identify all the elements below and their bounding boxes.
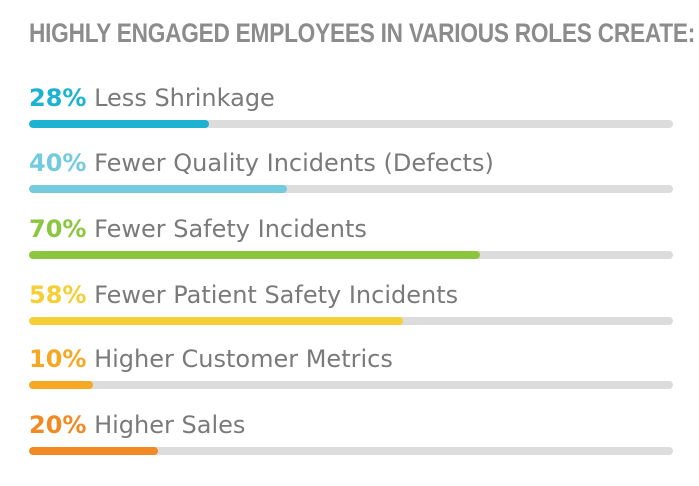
value-label-less-shrinkage: 28% xyxy=(29,84,87,112)
category-label-less-shrinkage: Less Shrinkage xyxy=(94,84,275,112)
bar-fill-higher-sales xyxy=(29,447,158,455)
bar-fill-less-shrinkage xyxy=(29,120,210,128)
chart-title: HIGHLY ENGAGED EMPLOYEES IN VARIOUS ROLE… xyxy=(29,18,696,48)
bar-label-fewer-quality-incidents: 40% Fewer Quality Incidents (Defects) xyxy=(29,149,494,177)
category-label-fewer-quality-incidents: Fewer Quality Incidents (Defects) xyxy=(94,149,494,177)
category-label-higher-sales: Higher Sales xyxy=(94,411,246,439)
bar-fill-fewer-quality-incidents xyxy=(29,185,287,193)
value-label-fewer-safety-incidents: 70% xyxy=(29,215,87,243)
value-label-higher-customer-metrics: 10% xyxy=(29,345,87,373)
bar-row-fewer-safety-incidents: 70% Fewer Safety Incidents xyxy=(29,215,674,263)
bar-fill-fewer-safety-incidents xyxy=(29,251,480,259)
bar-track-less-shrinkage xyxy=(29,120,673,128)
bar-track-higher-customer-metrics xyxy=(29,381,673,389)
bar-row-less-shrinkage: 28% Less Shrinkage xyxy=(29,84,674,132)
category-label-fewer-safety-incidents: Fewer Safety Incidents xyxy=(94,215,367,243)
bar-label-higher-sales: 20% Higher Sales xyxy=(29,411,245,439)
bar-row-fewer-patient-safety-incidents: 58% Fewer Patient Safety Incidents xyxy=(29,281,674,329)
bar-label-fewer-patient-safety-incidents: 58% Fewer Patient Safety Incidents xyxy=(29,281,458,309)
bar-track-fewer-safety-incidents xyxy=(29,251,673,259)
bar-track-higher-sales xyxy=(29,447,673,455)
value-label-higher-sales: 20% xyxy=(29,411,87,439)
value-label-fewer-quality-incidents: 40% xyxy=(29,149,87,177)
bar-track-fewer-patient-safety-incidents xyxy=(29,317,673,325)
category-label-fewer-patient-safety-incidents: Fewer Patient Safety Incidents xyxy=(94,281,459,309)
bar-row-higher-sales: 20% Higher Sales xyxy=(29,411,674,459)
bar-fill-fewer-patient-safety-incidents xyxy=(29,317,403,325)
bar-label-higher-customer-metrics: 10% Higher Customer Metrics xyxy=(29,345,393,373)
bar-track-fewer-quality-incidents xyxy=(29,185,673,193)
bar-label-fewer-safety-incidents: 70% Fewer Safety Incidents xyxy=(29,215,367,243)
bar-fill-higher-customer-metrics xyxy=(29,381,94,389)
bar-row-fewer-quality-incidents: 40% Fewer Quality Incidents (Defects) xyxy=(29,149,674,197)
bar-row-higher-customer-metrics: 10% Higher Customer Metrics xyxy=(29,345,674,393)
category-label-higher-customer-metrics: Higher Customer Metrics xyxy=(94,345,393,373)
bar-label-less-shrinkage: 28% Less Shrinkage xyxy=(29,84,275,112)
value-label-fewer-patient-safety-incidents: 58% xyxy=(29,281,87,309)
